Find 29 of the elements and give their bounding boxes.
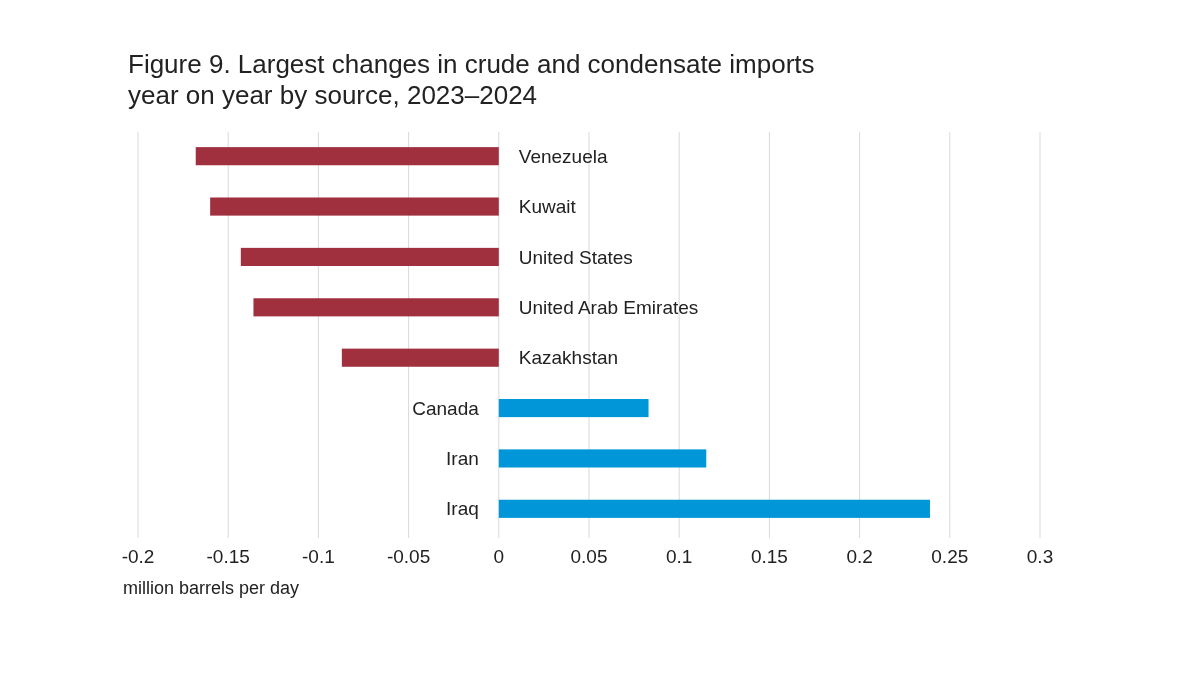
bar [498, 449, 707, 468]
bar [210, 197, 499, 216]
x-tick-label: -0.1 [302, 546, 335, 567]
bar [195, 147, 499, 166]
y-tick-label: Venezuela [518, 145, 608, 167]
x-tick-label: 0.15 [750, 546, 788, 567]
x-axis-title: million barrels per day [123, 578, 300, 598]
x-tick-label: 0.25 [931, 546, 969, 567]
y-tick-label: Iraq [446, 498, 479, 520]
x-tick-label: -0.15 [206, 546, 250, 567]
x-tick-label: 0.3 [1026, 546, 1054, 567]
y-tick-label: United States [518, 246, 633, 268]
bar [498, 399, 649, 418]
x-tick-label: 0.2 [846, 546, 873, 567]
bar [240, 247, 499, 266]
x-tick-label: 0.05 [570, 546, 608, 567]
bar [498, 499, 930, 518]
y-tick-label: Iran [446, 448, 479, 470]
bar [341, 348, 499, 367]
x-tick-label: 0 [493, 546, 505, 567]
y-tick-label: Canada [412, 397, 480, 419]
y-tick-label: Kazakhstan [518, 347, 619, 369]
x-tick-label: 0.1 [665, 546, 693, 567]
y-tick-label: United Arab Emirates [518, 296, 699, 318]
x-tick-label: -0.05 [386, 546, 431, 567]
chart-title: Figure 9. Largest changes in crude and condensate imports year on year by source, 2023–2024 [128, 49, 815, 110]
bar [253, 298, 499, 317]
y-tick-label: Kuwait [518, 196, 577, 218]
x-tick-label: -0.2 [121, 546, 155, 567]
